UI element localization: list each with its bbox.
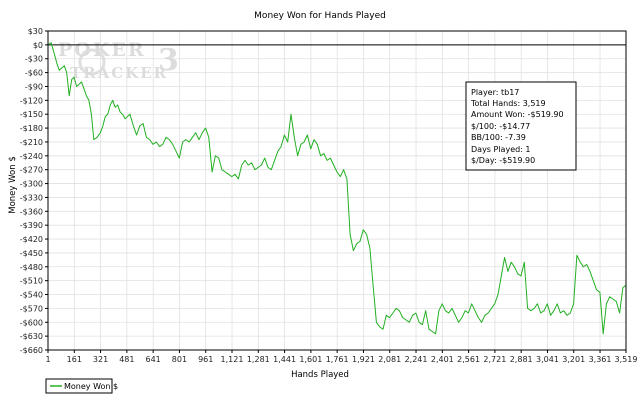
- legend-frame: [45, 378, 113, 394]
- watermark-mark: 3: [158, 43, 179, 78]
- legend-label: Money Won $: [64, 382, 118, 391]
- x-tick-label: 1,441: [273, 355, 296, 364]
- x-tick-label: 321: [93, 355, 108, 364]
- y-tick-label: -$420: [20, 235, 43, 244]
- stats-dollars-per-100: $/100: -$14.77: [471, 122, 530, 131]
- stats-box-frame: [465, 81, 577, 171]
- y-tick-label: -$570: [20, 304, 43, 313]
- y-tick-label: $0: [33, 41, 43, 50]
- y-tick-label: -$120: [20, 96, 43, 105]
- x-tick-label: 1,281: [247, 355, 270, 364]
- y-tick-label: -$480: [20, 263, 43, 272]
- x-tick-label: 2,401: [431, 355, 454, 364]
- y-tick-label: -$450: [20, 249, 43, 258]
- x-tick-label: 641: [146, 355, 161, 364]
- y-tick-label: -$240: [20, 152, 43, 161]
- watermark-line2: TRACKER: [70, 64, 168, 82]
- series-layer: [47, 42, 627, 335]
- y-tick-label: -$390: [20, 221, 43, 230]
- chart-title: Money Won for Hands Played: [254, 11, 386, 21]
- y-tick-label: -$180: [20, 124, 43, 133]
- stats-player: Player: tb17: [471, 88, 519, 97]
- x-tick-label: 2,881: [510, 355, 533, 364]
- y-axis-ticks: $30 $0 -$30 -$60 -$90 -$120 -$150 -$180 -$210 -$2…: [20, 27, 48, 355]
- legend: Money Won $: [45, 378, 118, 394]
- y-tick-label: -$300: [20, 180, 43, 189]
- series-line-money-won: [47, 42, 627, 335]
- x-tick-label: 1,761: [326, 355, 349, 364]
- stats-bb-per-100: BB/100: -7.39: [471, 133, 526, 142]
- stats-days-played: Days Played: 1: [471, 145, 531, 154]
- x-tick-label: 3,201: [562, 355, 585, 364]
- y-tick-label: -$510: [20, 277, 43, 286]
- y-tick-label: -$330: [20, 193, 43, 202]
- x-tick-label: 1,921: [352, 355, 375, 364]
- y-tick-label: -$210: [20, 138, 43, 147]
- x-tick-label: 161: [67, 355, 82, 364]
- y-tick-label: -$360: [20, 207, 43, 216]
- pokertracker-watermark: POKER TRACKER 3: [58, 39, 179, 82]
- y-tick-label: -$60: [25, 69, 43, 78]
- y-tick-label: -$30: [25, 55, 43, 64]
- y-axis-label: Money Won $: [8, 156, 18, 214]
- x-axis-ticks: 1 161 321 481 641 801 961 1,121 1,281 1,441 1,601 1…: [45, 350, 637, 364]
- stats-total-hands: Total Hands: 3,519: [470, 99, 546, 108]
- watermark-line1: POKER: [58, 39, 146, 61]
- x-tick-label: 1: [45, 355, 50, 364]
- x-tick-label: 801: [172, 355, 187, 364]
- y-tick-label: -$540: [20, 291, 43, 300]
- x-tick-label: 2,081: [378, 355, 401, 364]
- x-tick-label: 2,561: [457, 355, 480, 364]
- x-tick-label: 2,241: [405, 355, 428, 364]
- x-tick-label: 3,519: [615, 355, 638, 364]
- y-tick-label: -$270: [20, 166, 43, 175]
- watermark-chip-icon: [78, 48, 106, 76]
- y-tick-label: -$600: [20, 318, 43, 327]
- x-tick-label: 3,041: [536, 355, 559, 364]
- x-tick-label: 1,601: [299, 355, 322, 364]
- x-tick-label: 481: [119, 355, 134, 364]
- y-tick-label: -$150: [20, 110, 43, 119]
- y-tick-label: -$630: [20, 332, 43, 341]
- x-tick-label: 3,361: [589, 355, 612, 364]
- y-tick-label: $30: [28, 27, 43, 36]
- x-tick-label: 961: [198, 355, 213, 364]
- x-tick-label: 2,721: [483, 355, 506, 364]
- stats-dollars-per-day: $/Day: -$519.90: [471, 156, 535, 165]
- x-tick-label: 1,121: [221, 355, 244, 364]
- stats-box: Player: tb17 Total Hands: 3,519 Amount W…: [465, 81, 577, 171]
- stats-amount-won: Amount Won: -$519.90: [471, 110, 564, 119]
- y-tick-label: -$660: [20, 346, 43, 355]
- x-axis-label: Hands Played: [291, 370, 349, 380]
- y-tick-label: -$90: [25, 82, 43, 91]
